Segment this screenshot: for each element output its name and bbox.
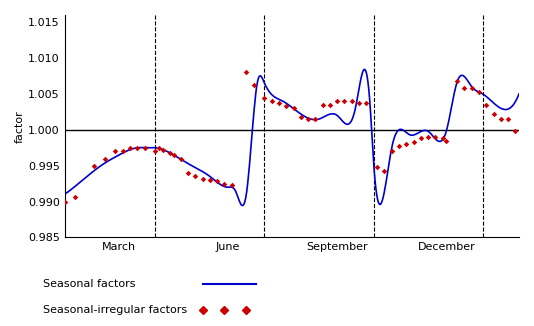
Point xyxy=(311,116,320,122)
Point xyxy=(348,98,356,104)
Point xyxy=(213,179,222,184)
Point xyxy=(453,79,461,84)
Point xyxy=(511,129,520,134)
Point xyxy=(467,86,476,91)
Point xyxy=(431,134,439,140)
Point xyxy=(388,149,396,154)
Text: Seasonal-irregular factors: Seasonal-irregular factors xyxy=(43,305,187,315)
Point xyxy=(177,156,185,161)
Point xyxy=(362,100,371,105)
Point xyxy=(275,101,284,106)
Point xyxy=(424,134,433,140)
Point xyxy=(340,98,349,104)
Point xyxy=(166,150,174,156)
Point xyxy=(395,143,403,148)
Point xyxy=(268,98,276,104)
Text: Seasonal factors: Seasonal factors xyxy=(43,279,135,289)
Point xyxy=(159,147,167,153)
Point xyxy=(482,102,491,107)
Point xyxy=(355,100,363,105)
Point xyxy=(242,70,250,75)
Point xyxy=(318,102,327,107)
Point xyxy=(475,89,483,95)
Point xyxy=(438,136,447,141)
Point xyxy=(333,98,341,104)
Point xyxy=(71,194,80,199)
Point xyxy=(373,165,381,170)
Point xyxy=(402,141,411,147)
Point xyxy=(89,163,98,168)
Point xyxy=(151,149,160,154)
Point xyxy=(227,183,236,188)
Point xyxy=(460,86,469,91)
Point xyxy=(184,170,192,175)
Point xyxy=(133,145,142,150)
Y-axis label: factor: factor xyxy=(15,110,25,142)
Point xyxy=(125,145,134,150)
Point xyxy=(289,106,298,111)
Point xyxy=(282,104,290,109)
Point xyxy=(326,102,334,107)
Point xyxy=(417,136,425,141)
Point xyxy=(169,152,178,157)
Point xyxy=(304,116,312,122)
Point xyxy=(504,116,512,122)
Point xyxy=(100,156,109,161)
Point xyxy=(199,176,207,181)
Point xyxy=(140,145,149,150)
Point xyxy=(119,149,127,154)
Point xyxy=(489,111,498,117)
Point xyxy=(206,177,214,183)
Point xyxy=(220,181,229,186)
Point xyxy=(60,199,69,204)
Point xyxy=(296,114,305,120)
Point xyxy=(191,174,200,179)
Point xyxy=(409,140,418,145)
Point xyxy=(380,169,389,174)
Point xyxy=(111,149,120,154)
Point xyxy=(442,138,451,143)
Point xyxy=(497,116,505,122)
Point xyxy=(260,95,269,100)
Point xyxy=(155,145,163,150)
Point xyxy=(249,82,258,87)
